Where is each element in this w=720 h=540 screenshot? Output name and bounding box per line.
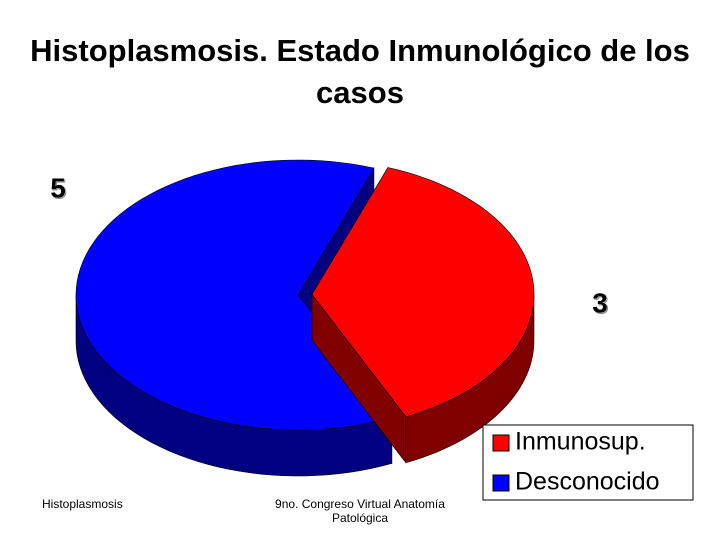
- data-label: 5: [50, 172, 66, 203]
- legend-label: Desconocido: [515, 468, 660, 496]
- legend-box: [482, 424, 694, 501]
- chart-title: Histoplasmosis. Estado Inmunológico de l…: [30, 33, 690, 110]
- pie-slice: [311, 166, 535, 464]
- footer-left: Histoplasmosis: [42, 497, 123, 511]
- slice-top: [75, 159, 393, 431]
- data-label: 3: [592, 287, 608, 318]
- legend-label: Inmunosup.: [515, 428, 646, 456]
- slice-top: [311, 167, 535, 418]
- footer-center: 9no. Congreso Virtual Anatomía Patológic…: [275, 497, 445, 525]
- legend-swatch: [492, 434, 510, 452]
- legend-swatch: [492, 474, 510, 492]
